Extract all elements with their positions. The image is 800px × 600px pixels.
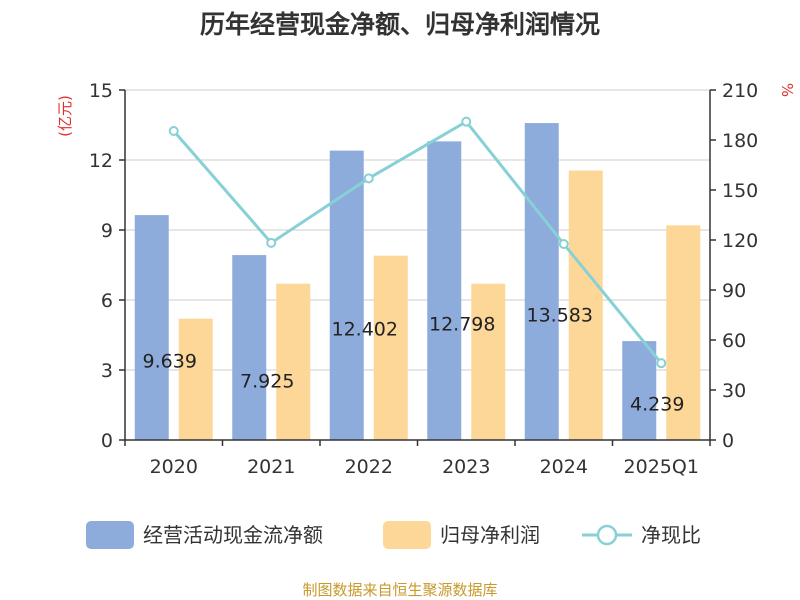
data-label: 7.925 [240,371,294,393]
right-tick-label: 210 [722,80,758,102]
bar-net-profit [568,170,603,440]
left-tick-label: 15 [89,80,113,102]
ratio-point [461,116,472,127]
data-label: 13.583 [527,305,593,327]
data-label: 4.239 [630,394,684,416]
bars [134,123,701,441]
left-tick-label: 3 [101,360,113,382]
ratio-point [266,237,277,248]
bar-net-profit [373,255,408,440]
source-note: 制图数据来自恒生聚源数据库 [302,581,497,599]
bar-net-profit [471,283,506,440]
bar-cashflow [524,123,559,441]
left-tick-label: 6 [101,290,113,312]
x-tick-label: 2024 [540,456,588,478]
right-tick-label: 120 [722,230,758,252]
bar-net-profit [276,283,311,440]
x-tick-label: 2020 [150,456,198,478]
ratio-point [656,358,667,369]
ratio-line [168,116,667,369]
bar-net-profit [178,318,213,440]
data-label: 9.639 [143,351,197,373]
x-tick-label: 2022 [345,456,393,478]
bar-cashflow [134,215,169,440]
legend-label-ratio: 净现比 [641,523,701,547]
x-tick-label: 2021 [247,456,295,478]
left-tick-label: 0 [101,430,113,452]
legend: 经营活动现金流净额 归母净利润 净现比 [86,521,701,549]
x-tick-label: 2025Q1 [624,456,699,478]
right-tick-label: 60 [722,330,746,352]
chart-title: 历年经营现金净额、归母净利润情况 [200,10,600,39]
bar-cashflow [232,255,267,440]
ratio-point [168,126,179,136]
bar-net-profit [666,225,701,440]
right-tick-label: 0 [722,430,734,452]
bar-cashflow [427,141,462,440]
right-tick-label: 150 [722,180,758,202]
legend-swatch-cashflow [86,521,134,549]
legend-label-cashflow: 经营活动现金流净额 [143,523,323,547]
left-tick-label: 12 [89,150,113,172]
data-labels: 9.639 7.925 12.402 12.798 13.583 4.239 [143,305,685,416]
data-label: 12.798 [429,314,495,336]
ratio-point [558,239,569,249]
ratio-polyline [172,119,663,365]
bar-cashflow [622,341,657,440]
right-tick-label: 180 [722,130,758,152]
right-tick-label: 90 [722,280,746,302]
legend-label-net-profit: 归母净利润 [440,523,540,547]
left-tick-label: 9 [101,220,113,242]
right-tick-label: 30 [722,380,746,402]
right-axis-unit: % [778,83,796,97]
x-tick-label: 2023 [442,456,490,478]
ratio-point [363,173,374,184]
legend-swatch-net-profit [383,521,431,549]
left-axis-unit: (亿元) [56,95,74,137]
legend-marker-ratio [596,524,618,546]
data-label: 12.402 [332,318,398,340]
